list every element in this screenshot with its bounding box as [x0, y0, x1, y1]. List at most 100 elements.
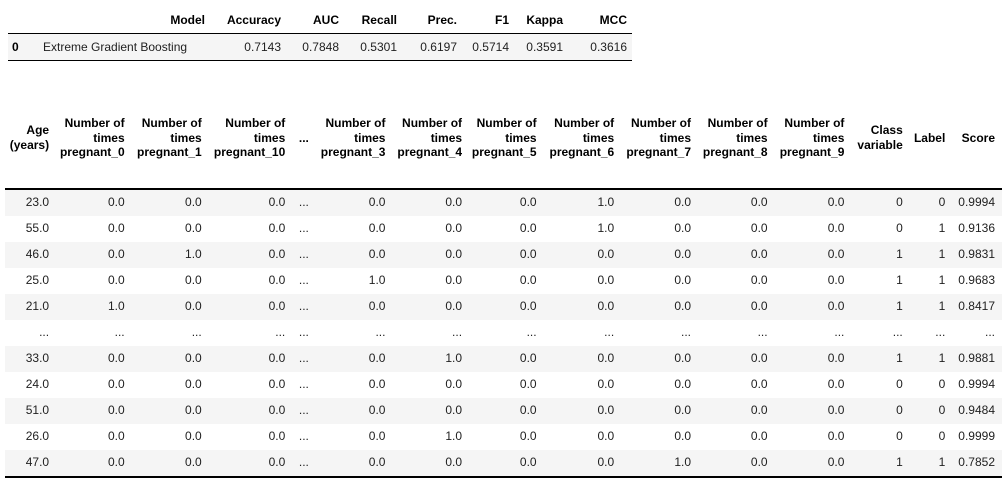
column-header: Number of times pregnant_10 — [213, 116, 286, 159]
cell: 0.0 — [185, 429, 202, 443]
cell: 0.0 — [268, 377, 286, 391]
cell: 0.0 — [827, 351, 845, 365]
notebook-output-area: Model Accuracy AUC Recall Prec. F1 Kappa MCC 0 Ex… — [0, 8, 1002, 478]
cell: 1 — [938, 273, 946, 287]
cell: 1.0 — [445, 351, 463, 365]
cell: 0.0 — [519, 429, 537, 443]
cell: 0.0 — [827, 299, 845, 313]
cell: ... — [298, 247, 309, 261]
cell: 0.0 — [107, 247, 125, 261]
cell: 0.9881 — [958, 351, 995, 365]
cell: 0.0 — [750, 429, 768, 443]
cell: 0.0 — [368, 403, 386, 417]
cell: 0.0 — [827, 221, 845, 235]
cell: 33.0 — [25, 351, 50, 365]
cell: 0.0 — [750, 195, 768, 209]
cell: 1 — [938, 455, 946, 469]
cell: 1 — [938, 351, 946, 365]
cell: 47.0 — [25, 455, 50, 469]
cell: 0.5301 — [360, 39, 397, 54]
cell: 0.0 — [107, 403, 125, 417]
cell: 1 — [896, 247, 903, 261]
cell: 0.0 — [185, 455, 202, 469]
column-header: Score — [961, 130, 995, 145]
table-row: 46.0 0.0 1.0 0.0... 0.0 0.0 0.0 0.0 0.0 0.0 0.0 1 1 0… — [5, 241, 1002, 268]
cell: 0.0 — [268, 403, 286, 417]
column-header: Number of times pregnant_8 — [702, 116, 768, 159]
cell: 0.0 — [674, 403, 691, 417]
column-header: Model — [38, 8, 210, 34]
cell: 1 — [896, 455, 903, 469]
column-header: Number of times pregnant_0 — [59, 116, 125, 159]
cell: 0.7143 — [244, 39, 281, 54]
cell: 1 — [938, 221, 946, 235]
cell: 0 — [938, 377, 946, 391]
cell: 0.0 — [107, 273, 125, 287]
cell: 0.0 — [185, 351, 202, 365]
cell: 0 — [896, 403, 903, 417]
cell: 0.0 — [107, 221, 125, 235]
cell: 0.0 — [827, 455, 845, 469]
cell: ... — [298, 195, 309, 209]
cell: 1 — [938, 299, 946, 313]
cell: 0.0 — [597, 403, 615, 417]
cell: ... — [298, 221, 309, 235]
cell: 1.0 — [674, 455, 691, 469]
cell: ... — [114, 325, 125, 339]
cell: 0.0 — [107, 195, 125, 209]
cell: 0.0 — [597, 299, 615, 313]
cell: 0.0 — [750, 221, 768, 235]
cell: ... — [298, 455, 309, 469]
table-body: 0 Extreme Gradient Boosting 0.7143 0.7848 0.… — [8, 33, 632, 61]
cell: 0.0 — [185, 299, 202, 313]
cell: 0.0 — [750, 273, 768, 287]
cell: 0.0 — [674, 221, 691, 235]
cell: ... — [298, 429, 309, 443]
cell: 0.0 — [597, 247, 615, 261]
cell: 0.0 — [445, 221, 463, 235]
cell: 0.0 — [750, 403, 768, 417]
cell: 0.3616 — [590, 39, 627, 54]
cell: 0.0 — [268, 221, 286, 235]
cell: 23.0 — [25, 195, 50, 209]
cell: 0.0 — [827, 377, 845, 391]
cell: 0.9683 — [958, 273, 995, 287]
cell: 1.0 — [597, 195, 615, 209]
cell: 0 — [938, 195, 946, 209]
cell: 0.0 — [268, 299, 286, 313]
cell: 0.0 — [107, 377, 125, 391]
table-row: 0 Extreme Gradient Boosting 0.7143 0.7848 0.… — [8, 33, 632, 61]
cell: 0.0 — [597, 429, 615, 443]
cell: 0 — [896, 195, 903, 209]
column-header: Recall — [344, 8, 402, 34]
cell: 21.0 — [25, 299, 50, 313]
cell: 0.0 — [445, 377, 463, 391]
cell: ... — [892, 325, 903, 339]
column-header — [8, 8, 38, 34]
column-header: ... — [298, 130, 309, 145]
cell: ... — [275, 325, 286, 339]
cell: 25.0 — [25, 273, 50, 287]
column-header: Age (years) — [9, 123, 50, 152]
column-header: Number of times pregnant_9 — [779, 116, 845, 159]
column-header: Accuracy — [210, 8, 286, 34]
cell: 55.0 — [25, 221, 50, 235]
column-header: Number of times pregnant_3 — [320, 116, 386, 159]
cell: 0.0 — [674, 195, 691, 209]
cell: 1.0 — [445, 429, 463, 443]
column-header: MCC — [568, 8, 632, 34]
cell: 0.0 — [445, 299, 463, 313]
table-row: 55.0 0.0 0.0 0.0... 0.0 0.0 0.0 1.0 0.0 0.0 0.0 0 1 0… — [5, 216, 1002, 242]
cell: 46.0 — [25, 247, 50, 261]
cell: 0.0 — [368, 429, 386, 443]
column-header: Class variable — [857, 123, 903, 152]
cell: ... — [526, 325, 537, 339]
cell: ... — [680, 325, 691, 339]
column-header: Prec. — [402, 8, 462, 34]
cell: 1 — [896, 351, 903, 365]
cell: 0.0 — [827, 429, 845, 443]
cell: 0.0 — [268, 195, 286, 209]
cell: 0.0 — [750, 247, 768, 261]
cell: 0 — [938, 403, 946, 417]
cell: 0.0 — [268, 351, 286, 365]
